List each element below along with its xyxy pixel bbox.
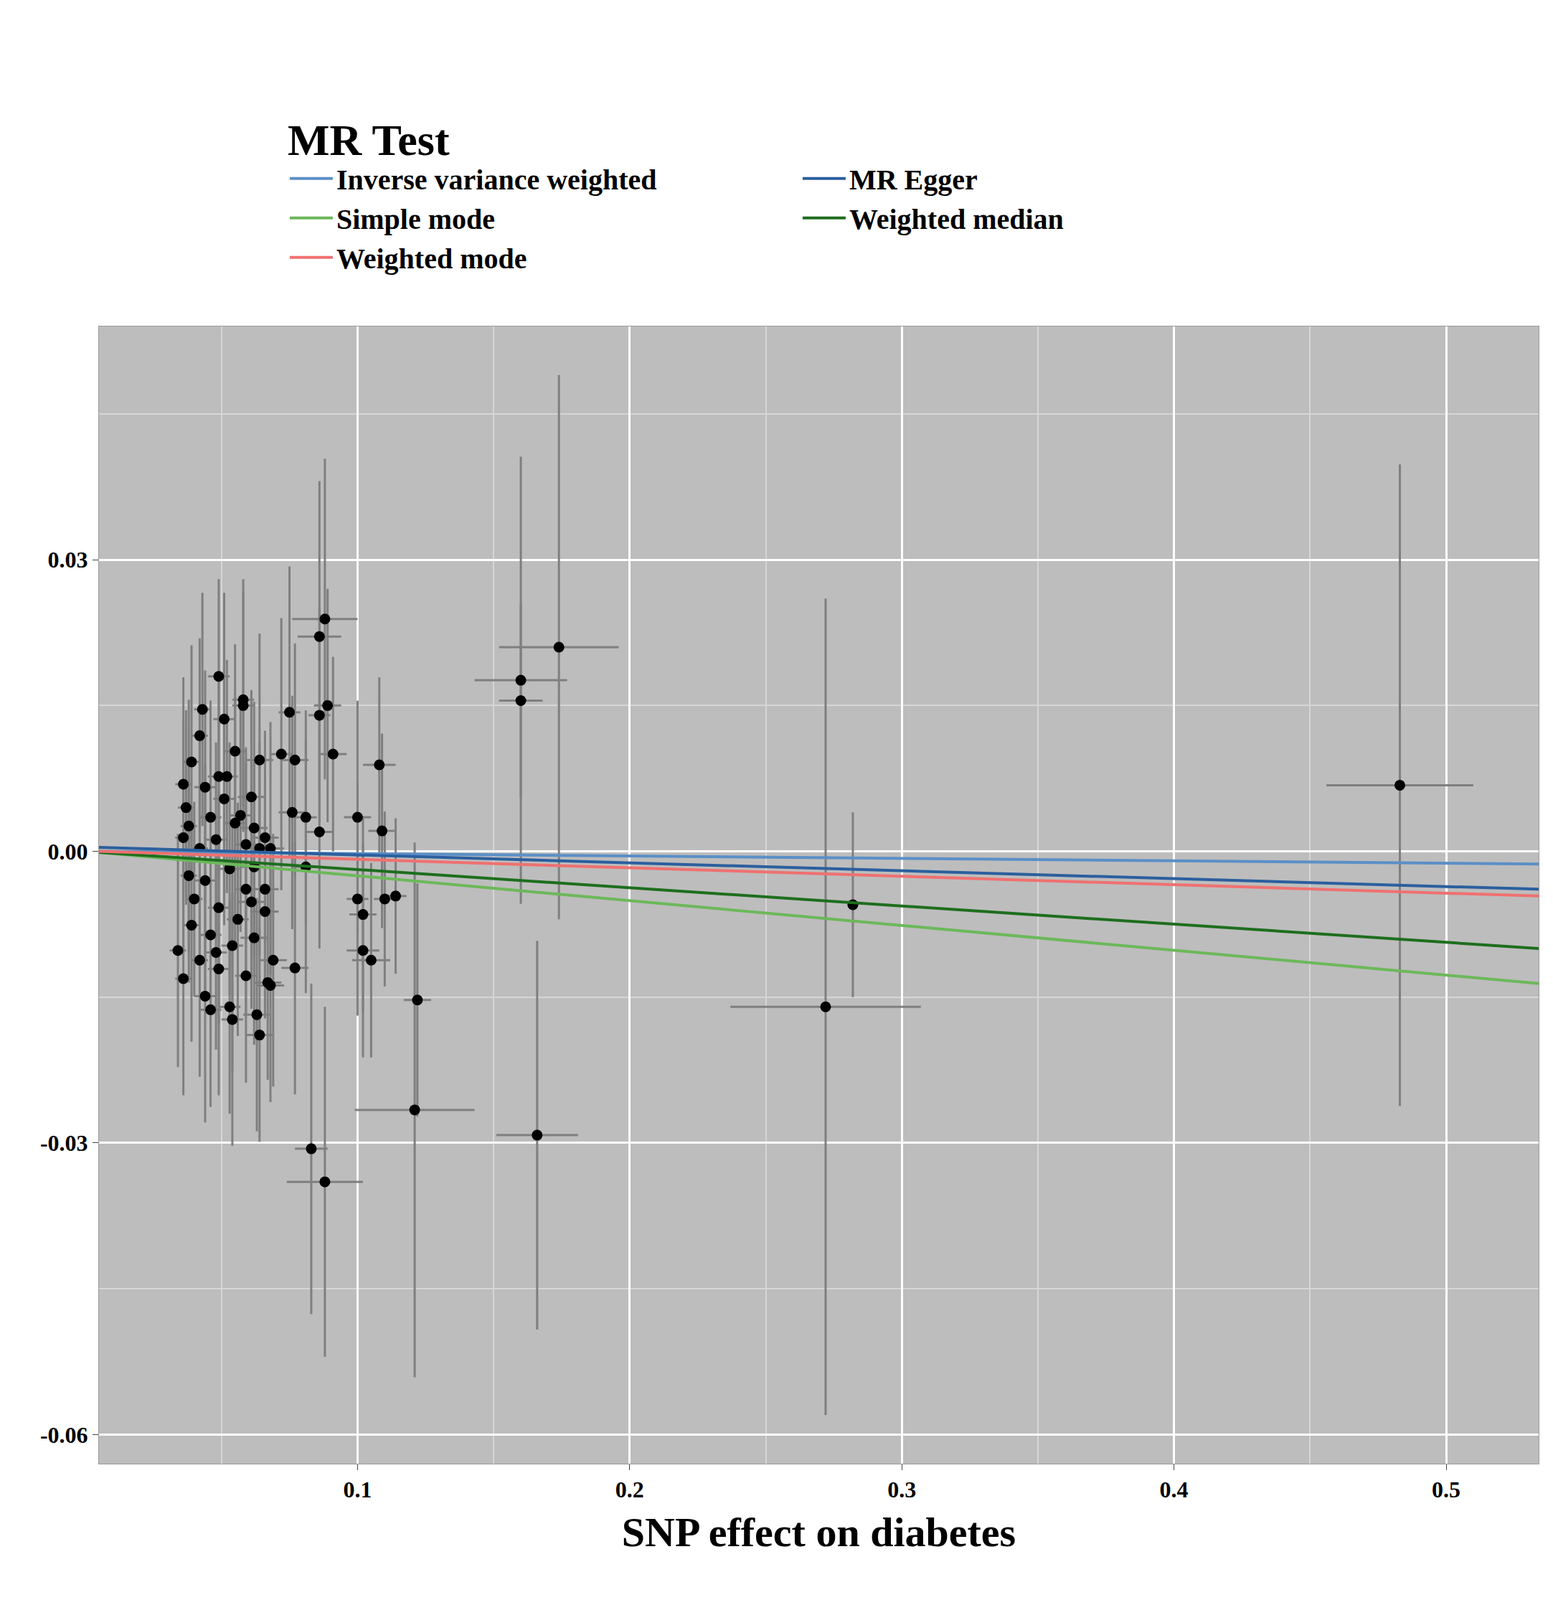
svg-text:-0.06: -0.06 xyxy=(40,1421,89,1448)
svg-text:-0.03: -0.03 xyxy=(40,1129,89,1156)
svg-text:0.5: 0.5 xyxy=(1431,1476,1461,1503)
svg-text:0.00: 0.00 xyxy=(48,838,89,865)
svg-text:Weighted mode: Weighted mode xyxy=(336,242,528,275)
svg-text:SNP effect on diabetes: SNP effect on diabetes xyxy=(621,1508,1016,1556)
svg-text:0.1: 0.1 xyxy=(342,1476,372,1503)
svg-text:0.4: 0.4 xyxy=(1159,1476,1189,1503)
svg-text:Weighted median: Weighted median xyxy=(849,203,1064,236)
svg-text:MR Egger: MR Egger xyxy=(849,163,978,196)
svg-text:0.2: 0.2 xyxy=(615,1476,645,1503)
svg-text:MR Test: MR Test xyxy=(287,115,450,165)
svg-text:0.03: 0.03 xyxy=(48,546,89,573)
svg-text:Inverse variance weighted: Inverse variance weighted xyxy=(336,163,658,196)
svg-text:Simple mode: Simple mode xyxy=(336,203,495,236)
svg-text:0.3: 0.3 xyxy=(887,1476,917,1503)
